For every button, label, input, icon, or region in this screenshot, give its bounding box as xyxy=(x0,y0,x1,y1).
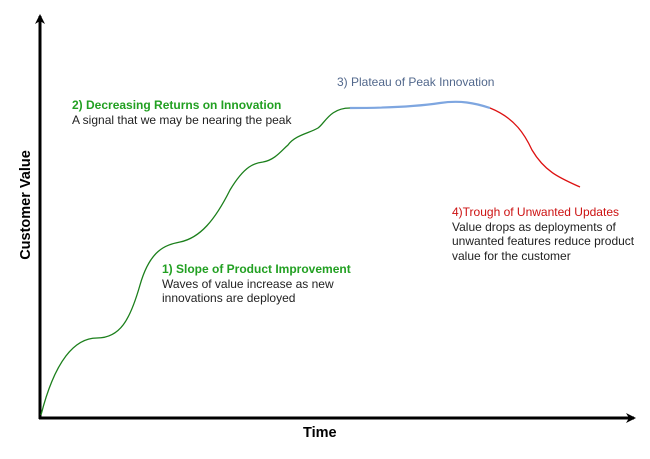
stage-1-line: innovations are deployed xyxy=(162,291,296,305)
stage-1-line: Waves of value increase as new xyxy=(162,276,334,291)
stage-4-line: Value drops as deployments of xyxy=(452,219,616,234)
stage-2-line: A signal that we may be nearing the peak xyxy=(72,112,292,127)
stage-3-annotation: 3) Plateau of Peak Innovation xyxy=(337,75,494,90)
stage-4-annotation: 4)Trough of Unwanted Updates Value drops… xyxy=(452,205,634,263)
stage-1-title: 1) Slope of Product Improvement xyxy=(162,262,351,276)
decline-curve xyxy=(489,107,581,188)
plateau-curve xyxy=(349,100,491,110)
y-axis-label: Customer Value xyxy=(18,150,34,260)
stage-1-annotation: 1) Slope of Product Improvement Waves of… xyxy=(162,262,351,306)
x-axis-label: Time xyxy=(303,425,337,441)
stage-4-line: unwanted features reduce product xyxy=(452,234,635,248)
stage-2-title: 2) Decreasing Returns on Innovation xyxy=(72,98,282,112)
stage-3-title: 3) Plateau of Peak Innovation xyxy=(337,75,495,89)
growth-curve xyxy=(40,107,351,416)
stage-2-annotation: 2) Decreasing Returns on Innovation A si… xyxy=(72,98,291,127)
stage-4-line: value for the customer xyxy=(452,248,571,263)
stage-4-title: 4)Trough of Unwanted Updates xyxy=(452,205,619,219)
